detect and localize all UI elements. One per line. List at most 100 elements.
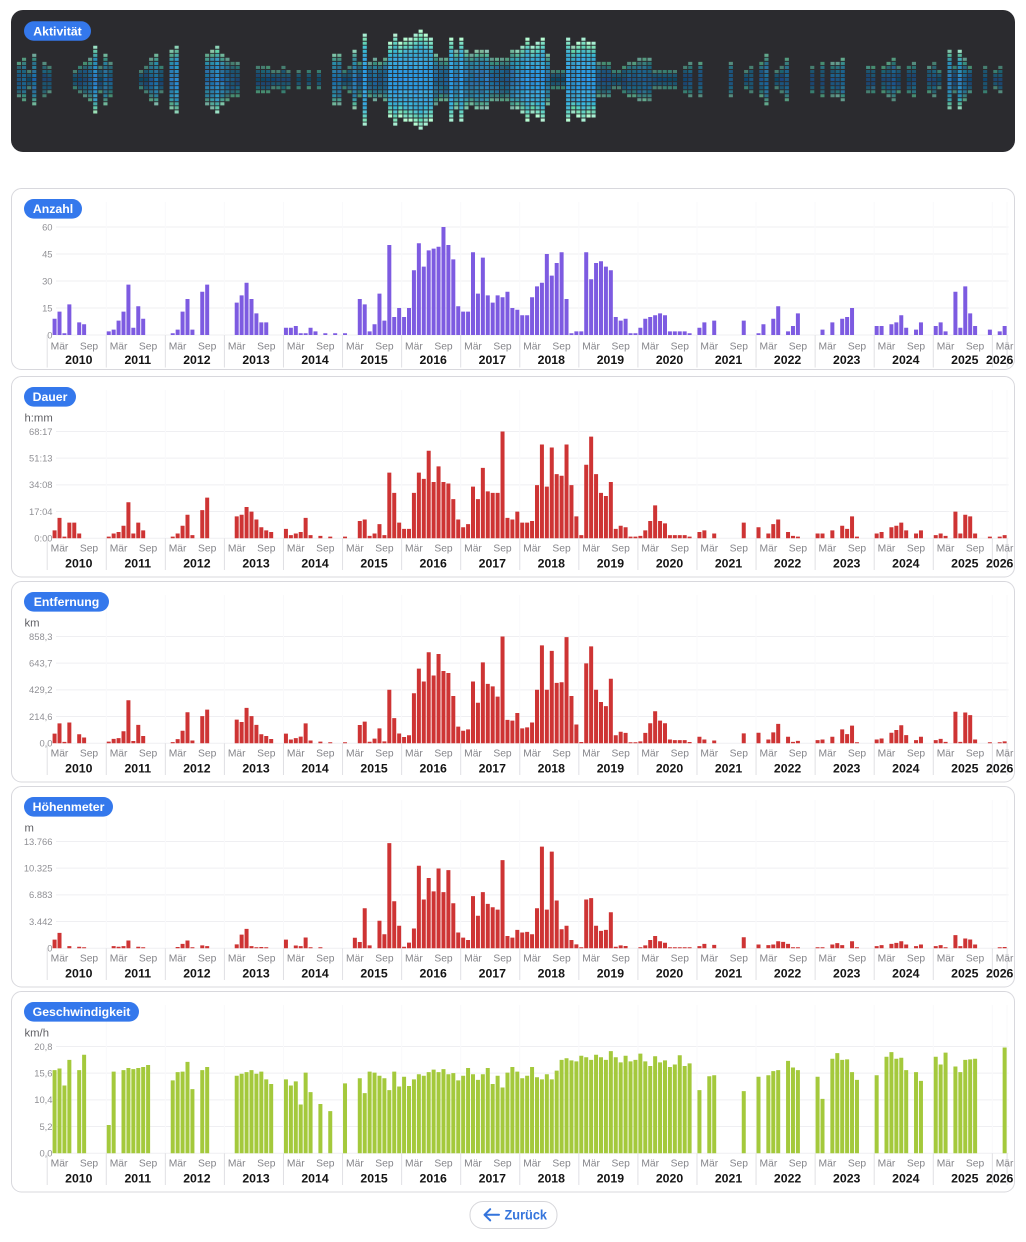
svg-text:Sep: Sep (730, 749, 749, 760)
svg-text:Mär: Mär (464, 1159, 482, 1170)
svg-text:Mär: Mär (405, 1159, 423, 1170)
svg-text:Sep: Sep (80, 954, 99, 965)
svg-text:0,0: 0,0 (39, 1148, 52, 1159)
svg-text:2011: 2011 (124, 1172, 151, 1186)
svg-text:Sep: Sep (907, 749, 926, 760)
svg-text:Mär: Mär (405, 544, 423, 555)
svg-text:Sep: Sep (789, 342, 808, 353)
svg-text:60: 60 (42, 221, 52, 232)
svg-text:2022: 2022 (774, 557, 802, 571)
svg-text:Sep: Sep (139, 1159, 158, 1170)
svg-text:429,2: 429,2 (29, 684, 52, 695)
svg-text:Sep: Sep (612, 954, 631, 965)
svg-text:2026: 2026 (986, 967, 1014, 981)
svg-text:Mär: Mär (878, 544, 896, 555)
svg-text:Sep: Sep (139, 954, 158, 965)
svg-text:2025: 2025 (951, 1172, 979, 1186)
svg-text:Sep: Sep (257, 544, 276, 555)
svg-text:Sep: Sep (671, 954, 690, 965)
svg-text:Mär: Mär (51, 749, 69, 760)
svg-text:2018: 2018 (538, 967, 566, 981)
svg-text:2013: 2013 (242, 1172, 270, 1186)
svg-text:Sep: Sep (375, 749, 394, 760)
svg-text:Sep: Sep (139, 749, 158, 760)
svg-text:Mär: Mär (405, 954, 423, 965)
svg-text:Sep: Sep (671, 749, 690, 760)
svg-text:Sep: Sep (552, 954, 571, 965)
svg-text:Sep: Sep (730, 342, 749, 353)
svg-text:Sep: Sep (612, 749, 631, 760)
svg-text:Sep: Sep (375, 342, 394, 353)
svg-text:Mär: Mär (582, 342, 600, 353)
svg-text:Mär: Mär (582, 544, 600, 555)
svg-text:Höhenmeter: Höhenmeter (33, 800, 105, 814)
svg-text:Entfernung: Entfernung (34, 595, 100, 609)
svg-text:0,0: 0,0 (39, 738, 52, 749)
svg-text:15: 15 (42, 302, 52, 313)
svg-text:Sep: Sep (493, 749, 512, 760)
svg-text:2015: 2015 (360, 967, 388, 981)
svg-text:34:08: 34:08 (29, 479, 52, 490)
svg-text:Sep: Sep (552, 544, 571, 555)
svg-text:Dauer: Dauer (33, 390, 68, 404)
svg-text:2011: 2011 (124, 557, 151, 571)
svg-text:2016: 2016 (420, 353, 448, 367)
svg-text:Sep: Sep (730, 954, 749, 965)
svg-text:Mär: Mär (169, 342, 187, 353)
svg-text:Mär: Mär (700, 342, 718, 353)
svg-text:Sep: Sep (257, 954, 276, 965)
svg-text:Mär: Mär (641, 342, 659, 353)
svg-text:Mär: Mär (405, 342, 423, 353)
svg-text:2024: 2024 (892, 762, 920, 776)
svg-text:Mär: Mär (523, 544, 541, 555)
svg-text:2023: 2023 (833, 353, 861, 367)
svg-text:5,2: 5,2 (39, 1121, 52, 1132)
svg-text:0: 0 (47, 329, 52, 340)
svg-text:Mär: Mär (287, 1159, 305, 1170)
svg-text:Mär: Mär (641, 1159, 659, 1170)
svg-text:2025: 2025 (951, 762, 979, 776)
svg-text:2012: 2012 (183, 967, 211, 981)
svg-text:Mär: Mär (760, 544, 778, 555)
svg-text:Sep: Sep (848, 1159, 867, 1170)
svg-text:2016: 2016 (420, 762, 448, 776)
svg-text:Sep: Sep (552, 1159, 571, 1170)
svg-text:Sep: Sep (434, 544, 453, 555)
svg-text:2010: 2010 (65, 353, 93, 367)
svg-text:Mär: Mär (287, 749, 305, 760)
svg-text:Sep: Sep (434, 342, 453, 353)
svg-text:Mär: Mär (51, 342, 69, 353)
svg-text:2020: 2020 (656, 1172, 684, 1186)
svg-text:15,6: 15,6 (34, 1067, 52, 1078)
svg-text:Sep: Sep (316, 954, 335, 965)
svg-text:0: 0 (47, 943, 52, 954)
svg-text:2025: 2025 (951, 557, 979, 571)
svg-text:Mär: Mär (700, 544, 718, 555)
svg-text:Sep: Sep (375, 544, 394, 555)
svg-text:2026: 2026 (986, 557, 1014, 571)
svg-text:Mär: Mär (700, 1159, 718, 1170)
svg-text:Mär: Mär (110, 342, 128, 353)
svg-text:Mär: Mär (937, 1159, 955, 1170)
svg-text:3.442: 3.442 (29, 916, 52, 927)
svg-text:2021: 2021 (715, 557, 743, 571)
svg-text:Mär: Mär (287, 342, 305, 353)
svg-text:2018: 2018 (538, 557, 566, 571)
svg-text:2019: 2019 (597, 967, 625, 981)
svg-text:2022: 2022 (774, 353, 802, 367)
svg-text:Mär: Mär (464, 954, 482, 965)
svg-text:Sep: Sep (907, 544, 926, 555)
svg-text:Sep: Sep (612, 544, 631, 555)
svg-text:Sep: Sep (789, 1159, 808, 1170)
svg-text:Sep: Sep (80, 544, 99, 555)
svg-text:Mär: Mär (996, 954, 1014, 965)
svg-text:Sep: Sep (612, 1159, 631, 1170)
svg-text:2015: 2015 (360, 557, 388, 571)
svg-text:Sep: Sep (257, 749, 276, 760)
svg-text:2021: 2021 (715, 353, 743, 367)
svg-text:Mär: Mär (700, 749, 718, 760)
svg-text:Sep: Sep (493, 954, 512, 965)
svg-text:Mär: Mär (346, 749, 364, 760)
svg-text:2013: 2013 (242, 762, 270, 776)
svg-text:2018: 2018 (538, 353, 566, 367)
